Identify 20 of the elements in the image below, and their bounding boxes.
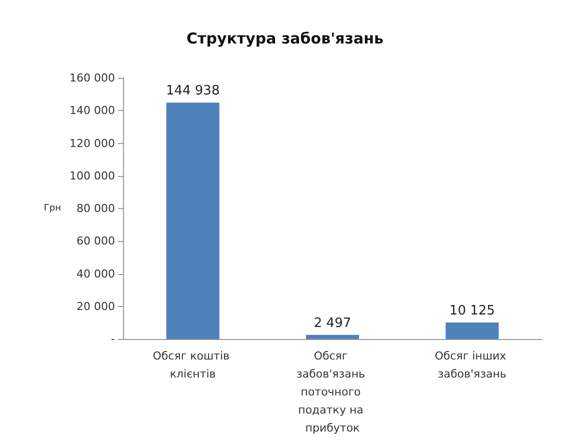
y-tick-label: 160 000 [70, 72, 115, 84]
y-tick-label: 20 000 [76, 300, 115, 313]
y-tick-label: 60 000 [76, 234, 115, 248]
y-axis-title: Грн [44, 204, 62, 214]
chart-title: Структура забов'язань [186, 30, 384, 48]
bar [446, 322, 499, 339]
x-tick-label: Обсяг забов'язань поточного податку на прибуток [296, 350, 368, 434]
data-label: 144 938 [166, 84, 220, 99]
y-tick-label: 40 000 [76, 267, 115, 280]
y-tick-label: 80 000 [76, 202, 115, 215]
data-label: 2 497 [314, 316, 352, 331]
y-tick-label: 120 000 [70, 136, 115, 150]
x-tick-label: Обсяг коштів клієнтів [152, 350, 233, 380]
data-label: 10 125 [449, 303, 495, 318]
bar [166, 102, 220, 339]
y-tick-label: - [111, 332, 116, 346]
bar [306, 334, 360, 339]
x-tick-label: Обсяг інших забов'язань [434, 350, 510, 380]
y-tick-label: 100 000 [70, 169, 115, 182]
y-tick-label: 140 000 [70, 104, 115, 118]
